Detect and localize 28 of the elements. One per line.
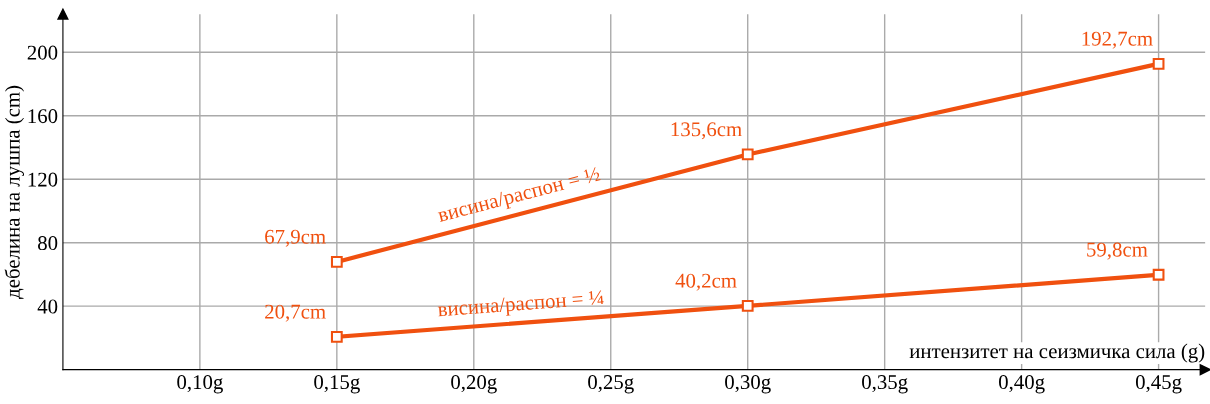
data-label: 40,2cm [675,273,737,291]
x-tick-label: 0,35g [862,375,908,394]
x-tick-label: 0,15g [314,375,360,394]
y-axis-title: дебелина на лушпа (cm) [4,85,25,299]
point [741,148,754,161]
point [1152,268,1165,281]
point [1152,57,1165,70]
point [330,330,343,343]
point [741,299,754,312]
x-tick-label: 0,25g [588,375,634,394]
x-tick-label: 0,45g [1135,375,1182,394]
series-label: висина/распон = ¼ [437,290,605,321]
y-tick-label: 200 [27,45,58,60]
x-tick-label: 0,40g [998,375,1045,394]
y-tick-label: 120 [28,172,58,187]
y-tick-label: 160 [28,109,58,124]
data-label: 67,9cm [265,229,326,247]
data-label: 135,6cm [671,122,742,140]
x-tick-label: 0,20g [451,375,497,394]
data-label: 59,8cm [1087,242,1148,260]
data-label: 192,7cm [1082,31,1153,49]
x-axis-title: интензитет на сеизмичка сила (g) [909,343,1205,363]
x-tick-label: 0,30g [725,375,771,394]
y-tick-label: 80 [38,236,58,251]
y-tick-label: 40 [37,299,58,314]
point [330,255,343,268]
data-label: 20,7cm [265,304,326,322]
x-tick-label: 0,10g [177,375,223,394]
